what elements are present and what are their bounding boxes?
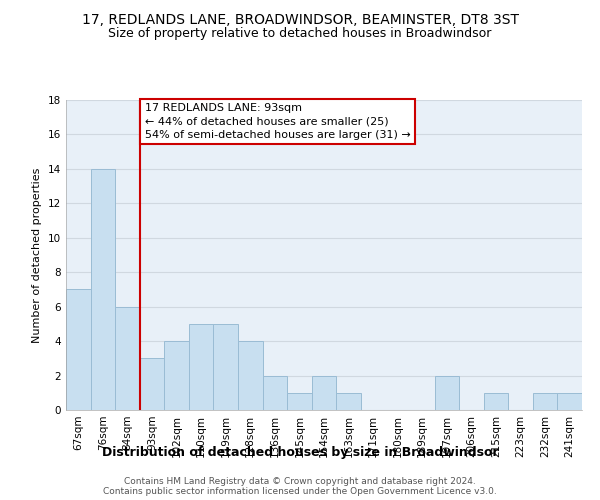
Y-axis label: Number of detached properties: Number of detached properties bbox=[32, 168, 43, 342]
Bar bbox=[533, 393, 557, 410]
Text: Contains HM Land Registry data © Crown copyright and database right 2024.: Contains HM Land Registry data © Crown c… bbox=[124, 476, 476, 486]
Bar bbox=[287, 393, 312, 410]
Bar bbox=[164, 341, 189, 410]
Bar bbox=[115, 306, 140, 410]
Bar bbox=[66, 290, 91, 410]
Bar bbox=[140, 358, 164, 410]
Bar bbox=[238, 341, 263, 410]
Text: Size of property relative to detached houses in Broadwindsor: Size of property relative to detached ho… bbox=[109, 28, 491, 40]
Bar bbox=[91, 169, 115, 410]
Text: Distribution of detached houses by size in Broadwindsor: Distribution of detached houses by size … bbox=[101, 446, 499, 459]
Text: 17 REDLANDS LANE: 93sqm
← 44% of detached houses are smaller (25)
54% of semi-de: 17 REDLANDS LANE: 93sqm ← 44% of detache… bbox=[145, 104, 410, 140]
Bar bbox=[336, 393, 361, 410]
Bar bbox=[312, 376, 336, 410]
Bar bbox=[263, 376, 287, 410]
Bar bbox=[214, 324, 238, 410]
Bar bbox=[434, 376, 459, 410]
Text: 17, REDLANDS LANE, BROADWINDSOR, BEAMINSTER, DT8 3ST: 17, REDLANDS LANE, BROADWINDSOR, BEAMINS… bbox=[82, 12, 518, 26]
Bar bbox=[189, 324, 214, 410]
Bar bbox=[484, 393, 508, 410]
Bar bbox=[557, 393, 582, 410]
Text: Contains public sector information licensed under the Open Government Licence v3: Contains public sector information licen… bbox=[103, 486, 497, 496]
